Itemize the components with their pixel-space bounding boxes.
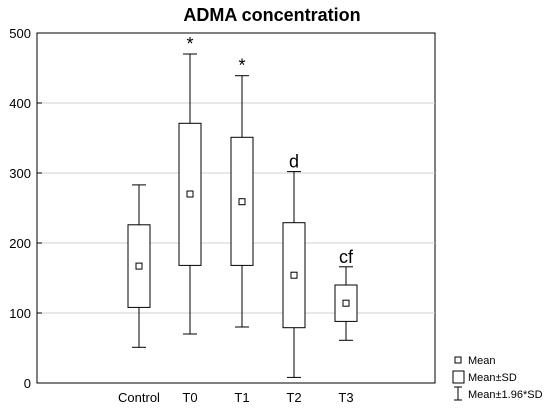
y-axis: 0 100 200 300 400 500 — [9, 26, 42, 391]
x-tick-label-T2: T2 — [286, 390, 301, 405]
x-tick-label-T3: T3 — [338, 390, 353, 405]
mean-marker-T2 — [290, 271, 298, 279]
box-Control — [127, 184, 151, 348]
y-tick-label-100: 100 — [9, 306, 31, 321]
legend-mean-symbol — [454, 356, 462, 364]
legend: Mean Mean±SD Mean±1.96*SD — [452, 355, 543, 401]
x-tick-label-T0: T0 — [182, 390, 197, 405]
x-tick-label-T1: T1 — [234, 390, 249, 405]
x-tick-label-Control: Control — [118, 390, 160, 405]
box-T0: * — [178, 34, 202, 335]
mean-marker-T0 — [186, 190, 194, 198]
legend-whisker-label: Mean±1.96*SD — [468, 389, 543, 401]
legend-sd-symbol — [452, 370, 465, 384]
x-axis: Control T0 T1 T2 T3 — [118, 390, 354, 405]
y-tick-label-500: 500 — [9, 26, 31, 41]
box-series: * * d cf — [127, 34, 358, 378]
y-tick-label-0: 0 — [24, 376, 31, 391]
legend-sd-label: Mean±SD — [468, 372, 517, 384]
annotation-T1: * — [238, 56, 245, 76]
box-T2: d — [282, 152, 306, 378]
legend-mean-label: Mean — [468, 355, 496, 367]
annotation-T3: cf — [339, 247, 354, 267]
y-tick-label-300: 300 — [9, 166, 31, 181]
box-T1: * — [230, 56, 254, 328]
mean-marker-T3 — [342, 299, 350, 307]
annotation-T0: * — [186, 34, 193, 54]
plot-area-frame — [36, 32, 436, 384]
y-tick-label-400: 400 — [9, 96, 31, 111]
mean-marker-Control — [135, 262, 143, 270]
mean-marker-T1 — [238, 198, 246, 206]
annotation-T2: d — [289, 152, 299, 172]
box-T3: cf — [334, 247, 358, 341]
chart-title: ADMA concentration — [183, 5, 360, 25]
y-tick-label-200: 200 — [9, 236, 31, 251]
